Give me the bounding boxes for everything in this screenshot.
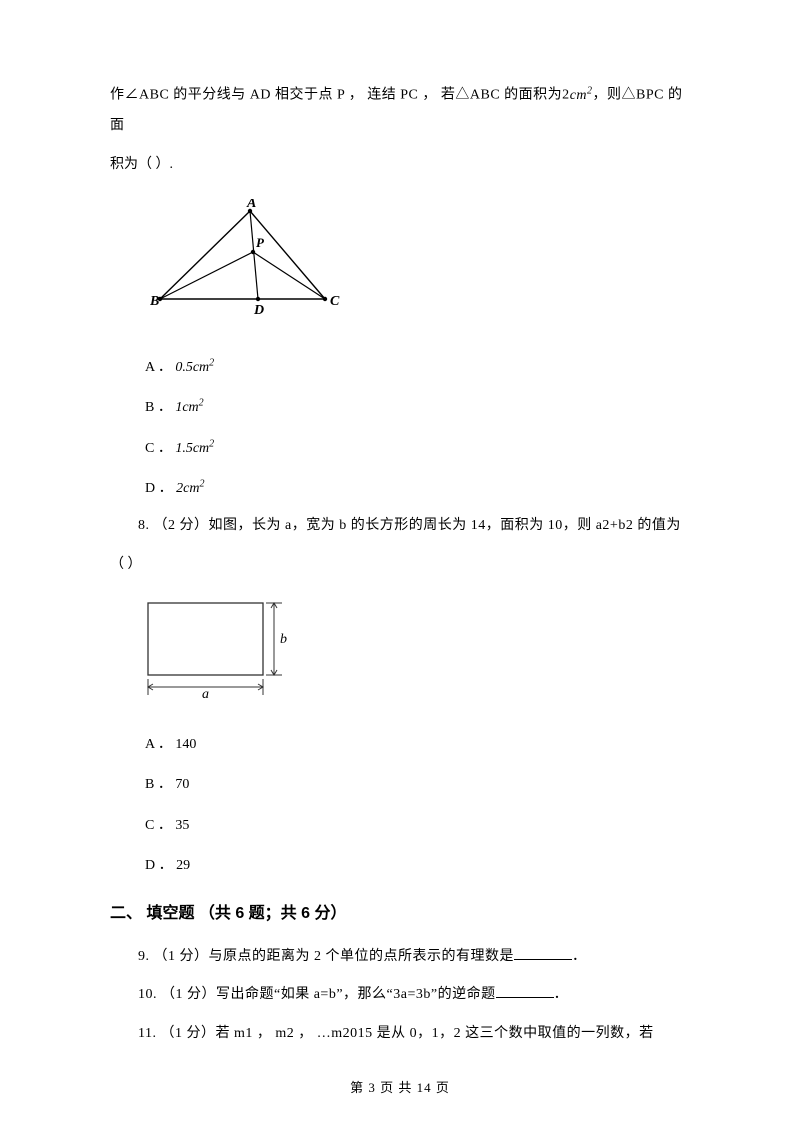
q8-stem2: （ ） — [110, 550, 690, 581]
q7-cont-line1: 作∠ABC 的平分线与 AD 相交于点 P ， 连结 PC ， 若△ABC 的面… — [110, 80, 690, 142]
label-D: D — [253, 303, 264, 318]
triangle-svg: A B C D P — [150, 199, 340, 319]
q7-option-B: B ． 1cm2 — [110, 390, 690, 426]
q9-line: 9. （1 分）与原点的距离为 2 个单位的点所表示的有理数是 ． — [110, 942, 690, 973]
q8-stem1: 8. （2 分）如图，长为 a，宽为 b 的长方形的周长为 14，面积为 10，… — [110, 511, 690, 542]
q9-text-a: 9. （1 分）与原点的距离为 2 个单位的点所表示的有理数是 — [138, 949, 514, 964]
label-C: C — [330, 294, 340, 309]
q9-text-b: ． — [572, 949, 587, 964]
q7-A-unit: cm — [193, 360, 209, 375]
q7-D-prefix: D ． — [145, 481, 173, 496]
rect-svg: b a — [140, 595, 295, 700]
q7-B-prefix: B ． — [145, 400, 172, 415]
triangle-figure: A B C D P — [150, 199, 690, 332]
q7-C-val: 1.5 — [175, 441, 193, 456]
q8-option-B: B ． 70 — [110, 767, 690, 803]
q8-option-D: D ． 29 — [110, 848, 690, 884]
q7-C-prefix: C ． — [145, 441, 172, 456]
q7-A-prefix: A ． — [145, 360, 172, 375]
q10-text-a: 10. （1 分）写出命题“如果 a=b”，那么“3a=3b”的逆命题 — [138, 987, 496, 1002]
q10-text-b: ． — [554, 987, 569, 1002]
q10-line: 10. （1 分）写出命题“如果 a=b”，那么“3a=3b”的逆命题 ． — [110, 980, 690, 1011]
q10-blank[interactable] — [496, 984, 554, 998]
rect-figure: b a — [140, 595, 690, 713]
q7-B-unit: cm — [182, 400, 198, 415]
q7-unit: cm2 — [570, 88, 593, 103]
q7-option-C: C ． 1.5cm2 — [110, 431, 690, 467]
q7-cont-line2: 积为（ ）. — [110, 150, 690, 181]
q8-option-C: C ． 35 — [110, 808, 690, 844]
q8-option-A: A ． 140 — [110, 727, 690, 763]
label-P: P — [256, 235, 265, 250]
q7-cont-text1: 作∠ABC 的平分线与 AD 相交于点 P ， 连结 PC ， 若△ABC 的面… — [110, 88, 570, 103]
q7-C-unit: cm — [193, 441, 209, 456]
label-B: B — [150, 294, 159, 309]
q7-option-D: D ． 2cm2 — [110, 471, 690, 507]
page-footer: 第 3 页 共 14 页 — [0, 1077, 800, 1096]
q7-D-unit: cm — [183, 481, 199, 496]
rect-b-label: b — [280, 632, 287, 647]
q7-option-A: A ． 0.5cm2 — [110, 350, 690, 386]
q9-blank[interactable] — [514, 946, 572, 960]
label-A: A — [246, 199, 256, 211]
section2-header: 二、 填空题 （共 6 题；共 6 分） — [110, 896, 690, 931]
q7-A-val: 0.5 — [175, 360, 193, 375]
q11-line: 11. （1 分）若 m1 ， m2 ， …m2015 是从 0，1，2 这三个… — [110, 1019, 690, 1050]
rect-a-label: a — [202, 687, 209, 700]
